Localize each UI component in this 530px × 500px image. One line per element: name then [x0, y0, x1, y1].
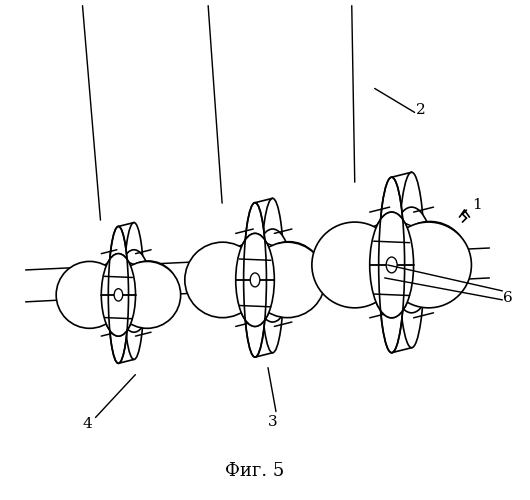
Ellipse shape: [255, 242, 323, 310]
Text: 4: 4: [83, 416, 92, 430]
Ellipse shape: [56, 262, 123, 328]
Ellipse shape: [370, 212, 413, 318]
Ellipse shape: [355, 222, 432, 298]
Ellipse shape: [114, 288, 122, 301]
Ellipse shape: [236, 234, 275, 326]
Ellipse shape: [378, 177, 404, 352]
Ellipse shape: [250, 273, 260, 287]
Ellipse shape: [101, 254, 136, 336]
Ellipse shape: [312, 222, 398, 308]
Ellipse shape: [399, 172, 425, 348]
Ellipse shape: [90, 261, 149, 321]
Ellipse shape: [390, 207, 434, 313]
Text: 3: 3: [268, 414, 278, 428]
Text: 1: 1: [472, 198, 482, 212]
Ellipse shape: [114, 262, 181, 328]
Ellipse shape: [101, 254, 136, 336]
Ellipse shape: [386, 257, 397, 273]
Ellipse shape: [392, 222, 469, 298]
Ellipse shape: [244, 202, 267, 357]
Ellipse shape: [253, 229, 292, 322]
Ellipse shape: [108, 226, 128, 364]
Ellipse shape: [118, 261, 179, 321]
Ellipse shape: [386, 222, 471, 308]
Ellipse shape: [250, 242, 325, 318]
Text: 6: 6: [504, 291, 513, 305]
Text: 2: 2: [416, 104, 426, 118]
Text: Фиг. 5: Фиг. 5: [225, 462, 285, 480]
Ellipse shape: [261, 198, 284, 353]
Ellipse shape: [117, 250, 151, 332]
Ellipse shape: [370, 212, 413, 318]
Ellipse shape: [223, 242, 290, 310]
Ellipse shape: [185, 242, 260, 318]
Ellipse shape: [236, 234, 275, 326]
Ellipse shape: [124, 222, 144, 360]
